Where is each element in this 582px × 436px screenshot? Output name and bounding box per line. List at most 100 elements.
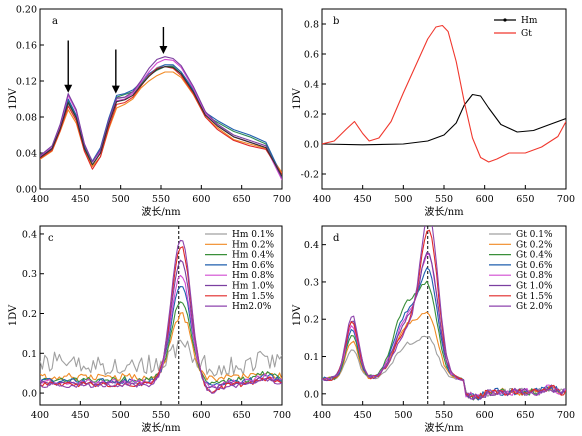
x-tick-label: 550	[435, 194, 453, 205]
x-tick-label: 400	[31, 194, 49, 205]
panel-letter: c	[48, 233, 54, 244]
legend-box	[201, 228, 280, 315]
panel-letter: b	[333, 16, 339, 27]
panel-b: 400 450 500 550 600 650 700 -0.2 0.0 0.2 0.4 0.6 0.8…	[292, 8, 575, 218]
y-tick-label: 0.00	[16, 185, 37, 196]
legend-label: Hm 1.0%	[232, 282, 275, 292]
series-group	[40, 56, 282, 181]
y-tick-label: 0.0	[22, 389, 37, 400]
arrow-head	[159, 46, 168, 54]
y-tick-label: -0.2	[301, 170, 319, 181]
y-tick-label: 0.4	[22, 229, 37, 240]
x-tick-label: 550	[152, 410, 170, 421]
legend-label: Gt 2.0%	[516, 302, 553, 312]
series-group	[322, 226, 566, 405]
y-tick-label: 0.1	[304, 352, 319, 363]
x-tick-label: 650	[233, 194, 251, 205]
y-tick-label: 0.4	[304, 240, 319, 251]
legend-label: Hm 1.5%	[232, 292, 275, 302]
x-tick-label: 650	[516, 410, 534, 421]
y-tick-label: 0.3	[304, 277, 319, 288]
legend-label: Gt 0.4%	[516, 251, 553, 261]
y-tick-label: 0.2	[22, 309, 37, 320]
x-tick-label: 700	[273, 410, 291, 421]
x-tick-label: 550	[152, 194, 170, 205]
legend-label: Hm 0.2%	[232, 240, 275, 250]
series-line	[322, 24, 566, 163]
y-tick-label: 0.0	[304, 389, 319, 400]
legend-label: Hm 0.6%	[232, 261, 275, 271]
x-tick-label: 400	[313, 410, 331, 421]
y-tick-label: 0.2	[304, 315, 319, 326]
panel-c: 400 450 500 550 600 650 700 0.0 0.1 0.2 0.3 0.4 波长/n…	[8, 225, 291, 434]
x-tick-label: 400	[313, 194, 331, 205]
y-axis-label: 1DV	[292, 88, 303, 110]
arrow-head	[111, 85, 120, 94]
panel-a: 400 450 500 550 600 650 700 0.00 0.04 0.08 0.12 0.1…	[8, 5, 291, 219]
series-line	[40, 66, 282, 177]
legend-label: Hm 0.4%	[232, 251, 275, 261]
x-tick-label: 650	[516, 194, 534, 205]
y-tick-label: 0.2	[304, 110, 319, 121]
x-tick-label: 450	[354, 410, 372, 421]
series-line	[322, 335, 566, 401]
x-tick-label: 600	[192, 410, 210, 421]
x-tick-label: 500	[112, 194, 130, 205]
legend-label: Gt 1.5%	[516, 292, 553, 302]
x-axis-label: 波长/nm	[141, 421, 181, 434]
y-tick-label: 0.6	[304, 50, 319, 61]
series-group	[322, 24, 566, 163]
legend-box	[485, 228, 564, 315]
x-tick-label: 450	[71, 410, 89, 421]
y-axis-label: 1DV	[292, 304, 303, 326]
legend-label: Gt	[521, 29, 532, 39]
y-tick-label: 0.1	[22, 349, 37, 360]
y-axis-label: 1DV	[8, 88, 19, 110]
x-tick-label: 400	[31, 410, 49, 421]
series-line	[322, 226, 566, 400]
series-line	[40, 66, 282, 175]
series-line	[40, 56, 282, 179]
x-tick-label: 600	[476, 410, 494, 421]
legend-label: Hm	[521, 16, 538, 26]
x-tick-label: 450	[354, 194, 372, 205]
x-tick-label: 650	[233, 410, 251, 421]
x-tick-label: 600	[476, 194, 494, 205]
legend-label: Gt 0.1%	[516, 230, 553, 240]
panel-letter: d	[333, 233, 340, 244]
y-tick-label: 0.4	[304, 80, 319, 91]
x-tick-label: 600	[192, 194, 210, 205]
series-line	[322, 93, 566, 146]
series-line	[40, 239, 282, 394]
y-tick-label: 0.12	[16, 77, 37, 88]
legend-label: Hm 0.8%	[232, 271, 275, 281]
x-tick-label: 700	[557, 410, 575, 421]
y-tick-label: 0.3	[22, 269, 37, 280]
legend-label: Gt 1.0%	[516, 282, 553, 292]
x-axis-label: 波长/nm	[424, 205, 464, 218]
y-tick-label: 0.04	[16, 149, 37, 160]
x-tick-label: 700	[557, 194, 575, 205]
legend-label: Hm 0.1%	[232, 230, 275, 240]
x-tick-label: 450	[71, 194, 89, 205]
legend-label: Gt 0.6%	[516, 261, 553, 271]
x-axis-label: 波长/nm	[424, 421, 464, 434]
series-group	[40, 226, 282, 405]
y-tick-label: 0.0	[304, 140, 319, 151]
x-tick-label: 700	[273, 194, 291, 205]
x-axis-label: 波长/nm	[141, 205, 181, 218]
x-tick-label: 500	[112, 410, 130, 421]
series-line	[40, 339, 282, 377]
arrow-head	[64, 84, 73, 93]
plot-frame	[39, 8, 283, 190]
panel-letter: a	[52, 16, 58, 27]
series-line	[40, 71, 282, 174]
x-tick-label: 500	[394, 410, 412, 421]
legend-marker	[503, 18, 507, 22]
x-tick-label: 550	[435, 410, 453, 421]
legend-label: Gt 0.8%	[516, 271, 553, 281]
legend-label: Hm2.0%	[232, 302, 272, 312]
y-axis-label: 1DV	[8, 304, 19, 326]
panel-d: 400 450 500 550 600 650 700 0.0 0.1 0.2 0.3 0.4 波长/n…	[292, 225, 575, 434]
